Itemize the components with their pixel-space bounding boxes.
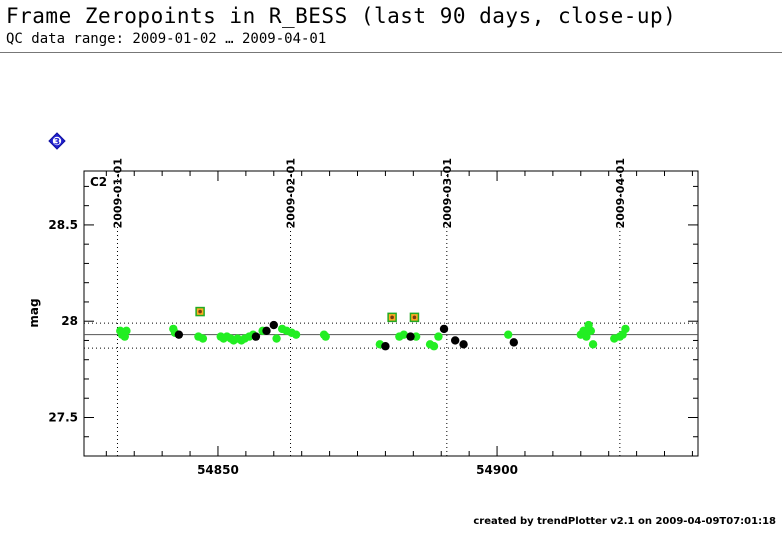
data-point-black	[459, 340, 468, 349]
date-marker-label: 2009-02-01	[285, 158, 298, 228]
outlier-point-center	[390, 315, 394, 320]
data-point-black	[262, 326, 271, 336]
data-point-black	[439, 324, 449, 334]
qc-date-range: QC data range: 2009-01-02 … 2009-04-01	[6, 31, 327, 47]
data-point-black	[450, 336, 460, 345]
data-point-green	[272, 334, 281, 343]
data-point-green	[399, 330, 409, 339]
header-divider	[0, 52, 782, 53]
footer-credit: created by trendPlotter v2.1 on 2009-04-…	[473, 516, 776, 527]
y-tick-label: 27.5	[48, 410, 78, 424]
data-point-green	[291, 330, 301, 339]
plot-frame	[83, 170, 699, 457]
chart-title: Frame Zeropoints in R_BESS (last 90 days…	[6, 4, 677, 28]
y-axis-label: mag	[27, 298, 41, 327]
date-marker-label: 2009-04-01	[614, 158, 627, 228]
data-point-green	[504, 330, 513, 339]
data-point-green	[434, 332, 443, 341]
y-tick-label: 28.5	[48, 218, 78, 232]
date-marker-label: 2009-03-01	[441, 158, 454, 228]
data-point-green	[621, 324, 630, 334]
x-tick-label: 54850	[197, 463, 239, 477]
data-point-black	[269, 320, 278, 330]
y-tick-label: 28	[61, 314, 78, 328]
date-marker-label: 2009-01-01	[111, 158, 124, 228]
data-point-green	[122, 326, 131, 336]
outlier-point-center	[198, 309, 202, 314]
data-point-green	[582, 332, 591, 341]
panel-label: C2	[90, 175, 107, 189]
diamond-badge-icon[interactable]: 3	[48, 132, 66, 150]
data-point-green	[429, 342, 439, 351]
data-point-green	[198, 334, 208, 343]
data-point-green	[588, 340, 598, 349]
data-point-black	[381, 342, 390, 351]
data-point-green	[321, 332, 330, 341]
data-point-black	[509, 338, 518, 347]
data-point-black	[406, 332, 415, 341]
data-point-green	[586, 326, 596, 336]
data-point-black	[251, 332, 261, 341]
x-tick-label: 54900	[476, 463, 518, 477]
outlier-point-center	[412, 315, 417, 320]
data-point-black	[174, 330, 184, 339]
badge-number: 3	[54, 138, 60, 148]
